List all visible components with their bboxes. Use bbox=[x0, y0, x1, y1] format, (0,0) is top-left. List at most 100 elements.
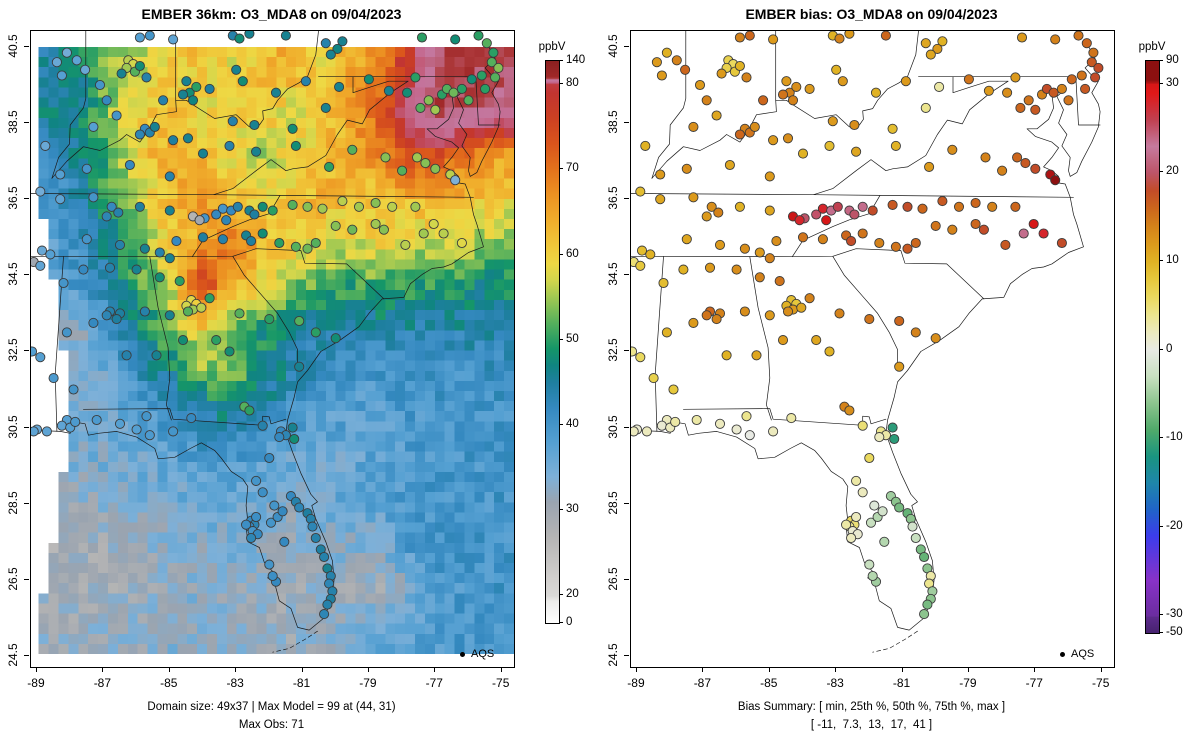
colorbar-tick bbox=[1159, 171, 1163, 173]
aqs-site-dot bbox=[55, 169, 66, 180]
aqs-site-dot bbox=[1010, 72, 1021, 83]
y-axis-tick-label: 40.5 bbox=[606, 34, 620, 58]
aqs-site-dot bbox=[363, 74, 374, 85]
aqs-site-dot bbox=[1050, 175, 1061, 186]
aqs-site-dot bbox=[1048, 87, 1059, 98]
x-axis-tick bbox=[367, 667, 369, 672]
colorbar-tick-label: 30 bbox=[1166, 76, 1179, 89]
aqs-site-dot bbox=[867, 570, 878, 582]
aqs-site-dot bbox=[134, 129, 145, 140]
aqs-site-dot bbox=[631, 426, 639, 437]
aqs-site-dot bbox=[320, 38, 331, 49]
y-axis-tick bbox=[24, 426, 29, 428]
colorbar-tick-label: 50 bbox=[566, 332, 579, 345]
florida-keys-path bbox=[272, 630, 318, 653]
aqs-site-dot bbox=[448, 87, 459, 98]
aqs-site-dot bbox=[694, 79, 706, 91]
aqs-site-dot bbox=[997, 165, 1008, 176]
aqs-site-dot bbox=[849, 119, 860, 131]
state-border-path bbox=[51, 31, 87, 179]
aqs-site-dot bbox=[246, 236, 257, 247]
aqs-site-dot bbox=[907, 521, 918, 532]
aqs-site-dot bbox=[751, 350, 762, 361]
aqs-site-dot bbox=[970, 197, 981, 209]
aqs-site-dot bbox=[31, 426, 39, 437]
model-raster-layer bbox=[38, 46, 514, 655]
aqs-site-dot bbox=[251, 146, 262, 157]
aqs-site-dot bbox=[824, 140, 835, 151]
aqs-site-dot bbox=[294, 502, 305, 513]
y-axis-tick-label: 30.5 bbox=[606, 414, 620, 439]
aqs-site-dot bbox=[353, 201, 365, 212]
bias-map-plot bbox=[630, 30, 1115, 668]
aqs-site-dot bbox=[134, 32, 145, 43]
aqs-site-dot bbox=[131, 424, 142, 435]
aqs-site-dot bbox=[910, 532, 921, 544]
aqs-site-dot bbox=[70, 416, 81, 427]
aqs-site-dot bbox=[186, 413, 197, 424]
x-axis-tick bbox=[168, 667, 170, 672]
x-axis-tick-label: -83 bbox=[226, 676, 244, 690]
state-border-path bbox=[1075, 76, 1101, 126]
aqs-site-dot bbox=[274, 432, 285, 443]
aqs-site-dot bbox=[380, 152, 391, 163]
colorbar-tick bbox=[1159, 348, 1163, 350]
aqs-site-dot bbox=[1000, 239, 1011, 250]
aqs-site-dot bbox=[450, 175, 461, 186]
aqs-site-dot bbox=[221, 215, 232, 226]
aqs-site-dot bbox=[337, 196, 348, 207]
aqs-site-dot bbox=[324, 161, 335, 172]
aqs-site-dot bbox=[270, 87, 282, 98]
x-axis-tick-label: -87 bbox=[693, 676, 712, 690]
aqs-site-dot bbox=[706, 201, 717, 212]
aqs-site-dot bbox=[651, 57, 662, 68]
x-axis-tick bbox=[901, 667, 903, 672]
aqs-site-dot bbox=[134, 201, 145, 212]
aqs-site-dot bbox=[211, 335, 222, 346]
bias-caption-summary: Bias Summary: [ min, 25th %, 50th %, 75t… bbox=[737, 701, 1006, 713]
aqs-site-dot bbox=[91, 414, 102, 426]
state-border-path bbox=[213, 80, 409, 196]
aqs-site-dot bbox=[481, 38, 492, 49]
aqs-site-dot bbox=[111, 110, 122, 121]
aqs-site-dot bbox=[337, 36, 348, 47]
y-axis-tick-label: 26.5 bbox=[606, 567, 620, 591]
aqs-site-dot bbox=[930, 333, 941, 344]
aqs-site-dot bbox=[269, 500, 280, 511]
aqs-site-dot bbox=[980, 152, 991, 163]
x-axis-tick-label: -83 bbox=[826, 676, 844, 690]
aqs-site-dot bbox=[1063, 95, 1074, 106]
aqs-site-dot bbox=[56, 420, 67, 431]
y-axis-tick bbox=[24, 274, 29, 276]
aqs-site-dot bbox=[486, 57, 497, 68]
aqs-site-dot bbox=[106, 201, 117, 212]
aqs-site-dot bbox=[416, 32, 428, 43]
x-axis-tick-label: -85 bbox=[160, 676, 178, 690]
aqs-site-dot bbox=[116, 68, 127, 79]
aqs-site-dot bbox=[846, 532, 857, 544]
aqs-site-dot bbox=[334, 81, 345, 92]
aqs-site-dot bbox=[1028, 218, 1039, 230]
aqs-site-dot bbox=[111, 314, 122, 325]
aqs-site-dot bbox=[224, 140, 235, 151]
aqs-site-dot bbox=[978, 224, 989, 235]
x-axis-tick bbox=[967, 667, 969, 672]
aqs-site-dot bbox=[319, 609, 330, 620]
x-axis-tick-label: -79 bbox=[959, 676, 977, 690]
aqs-site-dot bbox=[139, 243, 150, 254]
state-border-path bbox=[918, 76, 1009, 94]
aqs-site-dot bbox=[711, 314, 722, 325]
aqs-site-dot bbox=[846, 236, 857, 247]
colorbar-tick bbox=[1159, 632, 1163, 633]
aqs-site-dot bbox=[670, 416, 681, 427]
aqs-site-dot bbox=[831, 64, 842, 75]
aqs-site-dot bbox=[1056, 237, 1067, 249]
aqs-site-dot bbox=[217, 203, 228, 214]
y-axis-tick-label: 28.5 bbox=[6, 491, 20, 515]
aqs-site-dot bbox=[51, 57, 62, 68]
aqs-site-dot bbox=[154, 272, 165, 283]
aqs-site-dot bbox=[749, 121, 760, 132]
aqs-site-dot bbox=[164, 253, 175, 264]
aqs-site-dot bbox=[851, 511, 862, 523]
